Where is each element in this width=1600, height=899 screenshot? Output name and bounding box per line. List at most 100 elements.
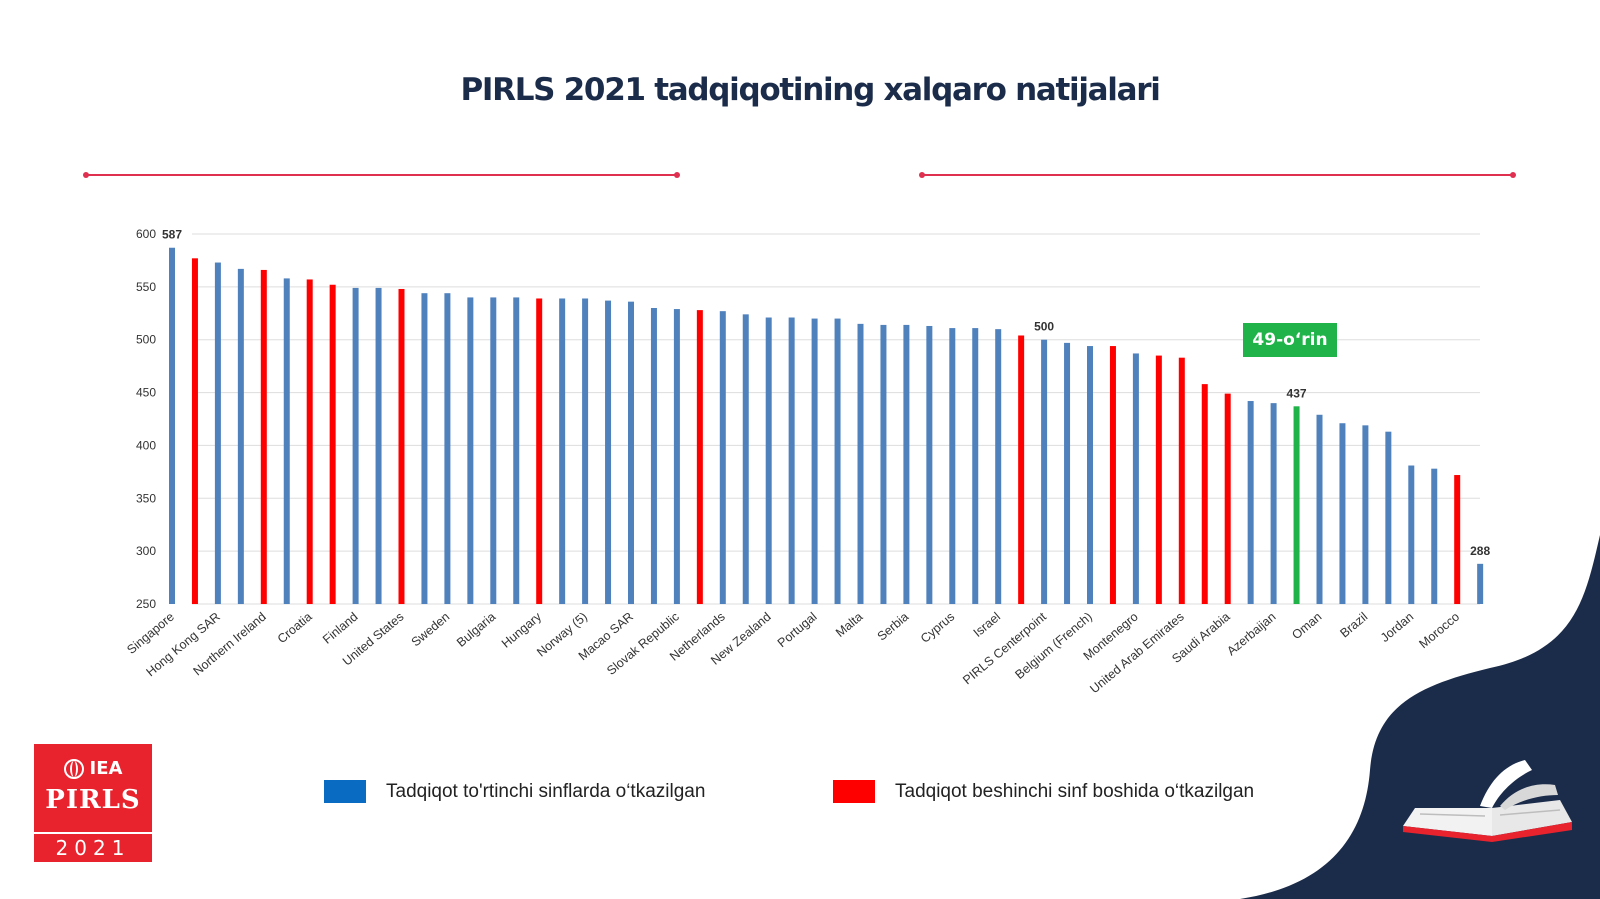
x-tick-label: PIRLS Centerpoint bbox=[960, 609, 1049, 687]
x-tick-label: Cyprus bbox=[918, 610, 957, 646]
accent-divider-lines bbox=[83, 172, 1516, 178]
logo-name: PIRLS bbox=[45, 785, 141, 815]
bar bbox=[880, 324, 887, 604]
bar bbox=[169, 247, 175, 604]
bar bbox=[467, 297, 474, 604]
x-tick-label: Belgium (French) bbox=[1012, 610, 1094, 682]
y-tick-label: 600 bbox=[136, 227, 156, 241]
bar bbox=[1178, 357, 1185, 604]
x-tick-label: Bulgaria bbox=[454, 610, 498, 650]
data-label: 500 bbox=[1034, 320, 1054, 334]
logo-year: 2021 bbox=[55, 836, 131, 860]
y-tick-label: 500 bbox=[136, 333, 156, 347]
y-tick-label: 450 bbox=[136, 386, 156, 400]
x-tick-label: Jordan bbox=[1378, 610, 1416, 645]
x-tick-label: Israel bbox=[971, 610, 1003, 640]
bar bbox=[1362, 425, 1369, 604]
bar bbox=[306, 279, 313, 604]
bar bbox=[375, 287, 382, 604]
x-tick-label: Hungary bbox=[499, 609, 545, 651]
legend-item-fifth-grade: Tadqiqot beshinchi sinf boshida o‘tkazil… bbox=[833, 780, 1254, 803]
bar bbox=[1293, 406, 1300, 604]
bar bbox=[1155, 355, 1162, 604]
bar bbox=[811, 318, 818, 604]
bar bbox=[1064, 342, 1071, 604]
bar bbox=[1247, 401, 1254, 604]
bar bbox=[1041, 339, 1048, 604]
bar bbox=[742, 314, 749, 604]
x-tick-label: Sweden bbox=[409, 610, 453, 650]
x-tick-label: Portugal bbox=[775, 610, 820, 651]
bar bbox=[260, 269, 267, 604]
bar bbox=[329, 284, 336, 604]
bar bbox=[1385, 431, 1392, 604]
bar bbox=[237, 268, 244, 604]
logo-divider bbox=[34, 832, 152, 834]
bar bbox=[1339, 423, 1346, 604]
bar bbox=[1270, 403, 1277, 604]
logo-org: IEA bbox=[89, 758, 123, 779]
y-tick-label: 400 bbox=[136, 438, 156, 452]
bar bbox=[214, 262, 221, 604]
x-tick-label: Oman bbox=[1289, 610, 1324, 643]
rank-badge: 49-o‘rin bbox=[1243, 323, 1337, 357]
bar bbox=[605, 300, 612, 604]
bar bbox=[949, 328, 956, 604]
y-tick-label: 350 bbox=[136, 491, 156, 505]
y-tick-label: 300 bbox=[136, 544, 156, 558]
legend-item-fourth-grade: Tadqiqot to'rtinchi sinflarda o‘tkazilga… bbox=[324, 780, 705, 803]
bar bbox=[1087, 346, 1093, 604]
bar bbox=[1224, 393, 1231, 604]
bar bbox=[191, 258, 198, 604]
bar bbox=[1408, 465, 1415, 604]
bar bbox=[788, 317, 795, 604]
bar bbox=[1454, 475, 1461, 604]
bar bbox=[1201, 384, 1208, 604]
legend-swatch-red bbox=[833, 780, 875, 803]
y-tick-label: 250 bbox=[136, 597, 156, 611]
legend-label-fifth-grade: Tadqiqot beshinchi sinf boshida o‘tkazil… bbox=[895, 780, 1255, 802]
pirls-logo: IEA PIRLS 2021 bbox=[34, 744, 152, 862]
x-tick-label: Azerbaijan bbox=[1224, 610, 1278, 659]
bar bbox=[352, 287, 359, 604]
bar bbox=[1477, 563, 1484, 604]
open-book-icon bbox=[1403, 760, 1572, 842]
x-tick-label: Finland bbox=[320, 610, 360, 647]
bar bbox=[673, 309, 680, 604]
bar bbox=[1431, 468, 1438, 604]
bar bbox=[283, 278, 290, 604]
bar bbox=[559, 298, 566, 604]
chart-bars bbox=[169, 247, 1484, 604]
logo-org-row: IEA bbox=[34, 758, 152, 779]
legend-swatch-blue bbox=[324, 780, 366, 803]
bar bbox=[834, 318, 841, 604]
globe-icon bbox=[63, 758, 84, 779]
bar bbox=[536, 298, 543, 604]
bar bbox=[421, 293, 428, 604]
bar bbox=[444, 293, 451, 604]
legend-label-fourth-grade: Tadqiqot to'rtinchi sinflarda o‘tkazilga… bbox=[386, 780, 706, 802]
bar bbox=[903, 324, 910, 604]
bar bbox=[1109, 346, 1116, 604]
bar bbox=[490, 297, 497, 604]
x-tick-label: Morocco bbox=[1416, 610, 1462, 652]
bar bbox=[628, 301, 634, 604]
x-tick-label: Serbia bbox=[875, 610, 912, 644]
x-tick-label: Brazil bbox=[1337, 610, 1370, 641]
bar bbox=[650, 308, 657, 604]
bar bbox=[765, 317, 772, 604]
bar bbox=[582, 298, 589, 604]
bar bbox=[398, 288, 405, 604]
bar bbox=[857, 323, 864, 604]
bar bbox=[995, 329, 1002, 604]
y-tick-label: 550 bbox=[136, 280, 156, 294]
page-title: PIRLS 2021 tadqiqotining xalqaro natijal… bbox=[460, 72, 1160, 108]
bar bbox=[696, 310, 703, 604]
x-tick-label: Croatia bbox=[275, 610, 315, 647]
bar bbox=[719, 311, 726, 604]
bar bbox=[972, 328, 979, 604]
bar bbox=[1316, 414, 1323, 604]
